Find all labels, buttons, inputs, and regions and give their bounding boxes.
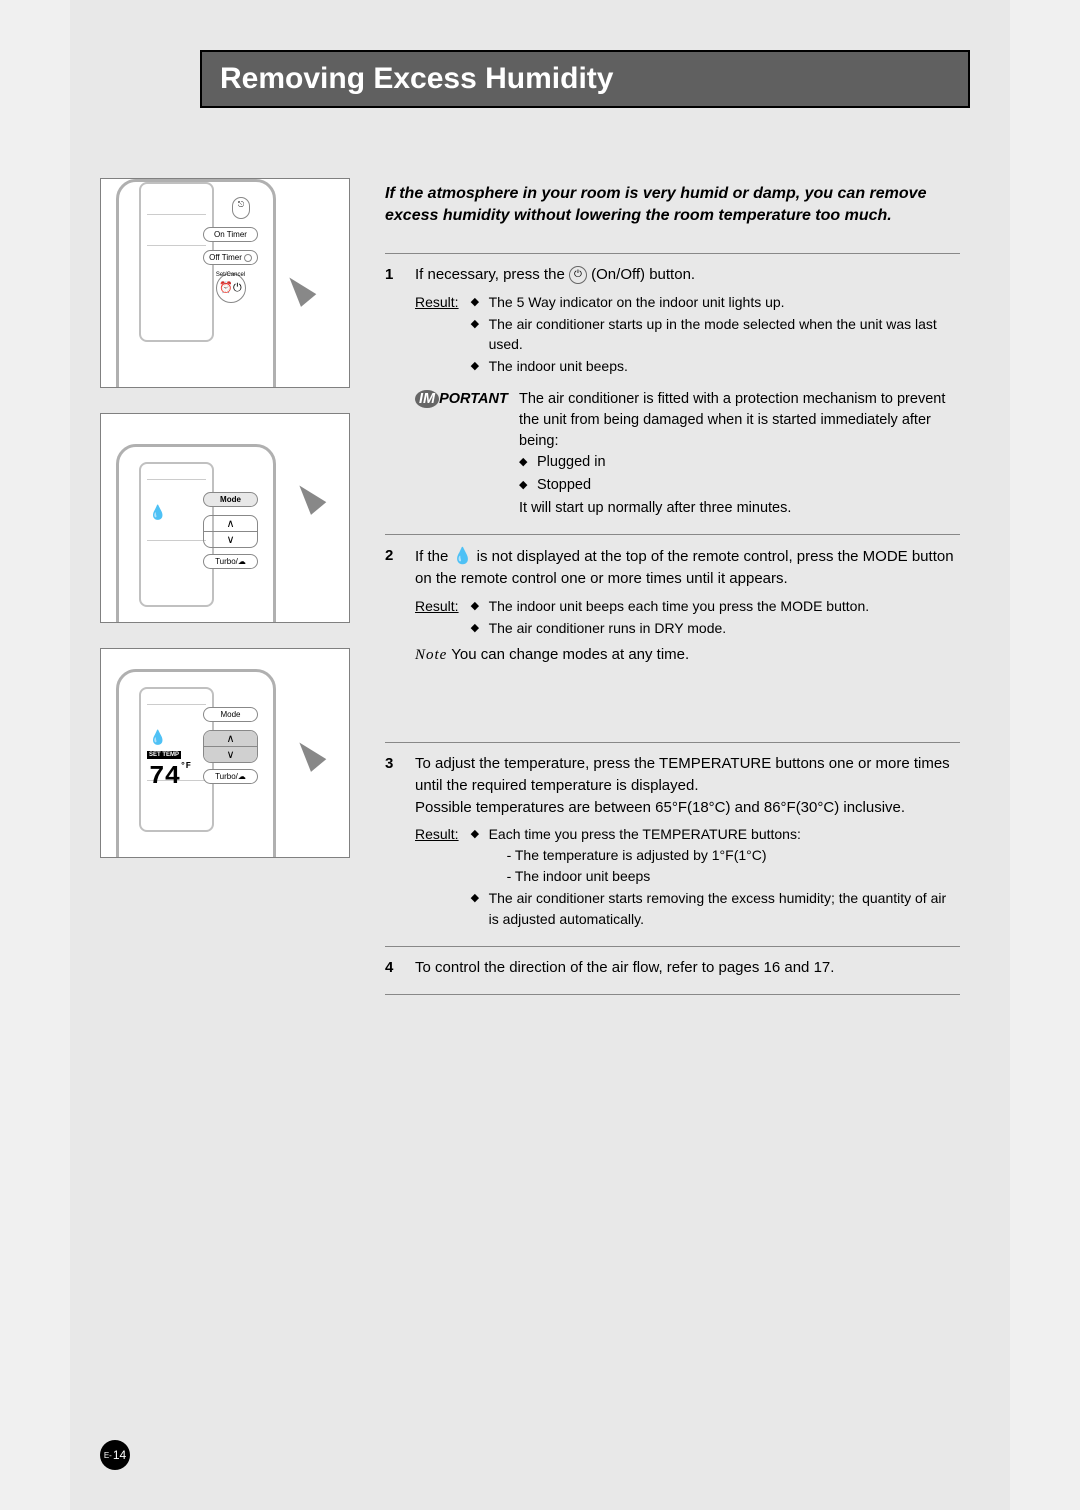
pointer-icon bbox=[292, 479, 327, 515]
sub-list: - The temperature is adjusted by 1°F(1°C… bbox=[489, 845, 960, 887]
blank-button: ⎋ bbox=[232, 197, 250, 219]
result-row: Result: The indoor unit beeps each time … bbox=[415, 596, 960, 641]
note-label: Note bbox=[415, 647, 447, 663]
step-number: 4 bbox=[385, 957, 400, 979]
intro-text: If the atmosphere in your room is very h… bbox=[385, 183, 960, 228]
list-item: Each time you press the TEMPERATURE butt… bbox=[471, 824, 960, 886]
list-item: Plugged in bbox=[519, 452, 960, 473]
turbo-button: Turbo/☁ bbox=[203, 769, 258, 784]
list-item: The air conditioner starts up in the mod… bbox=[471, 314, 960, 355]
step-number: 1 bbox=[385, 264, 400, 519]
list-item: Stopped bbox=[519, 475, 960, 496]
step-2: 2 If the 💧 is not displayed at the top o… bbox=[385, 534, 960, 682]
dry-icon-inline: 💧 bbox=[453, 548, 473, 565]
result-list: Each time you press the TEMPERATURE butt… bbox=[471, 824, 960, 930]
manual-page: Removing Excess Humidity ⎋ On Timer Off … bbox=[70, 0, 1010, 1510]
step-body: If necessary, press the ⏻ (On/Off) butto… bbox=[415, 264, 960, 519]
important-body: The air conditioner is fitted with a pro… bbox=[519, 389, 960, 519]
list-item: The indoor unit beeps. bbox=[471, 356, 960, 376]
result-label: Result: bbox=[415, 596, 459, 641]
temp-up-icon: ∧🌡 bbox=[204, 731, 257, 746]
list-item: The indoor unit beeps each time you pres… bbox=[471, 596, 960, 616]
step-text: To adjust the temperature, press the TEM… bbox=[415, 753, 960, 818]
remote-buttons: ⎋ On Timer Off Timer Set/Cancel ⏰⏻ bbox=[203, 197, 258, 309]
temp-down-icon: ∨ bbox=[204, 746, 257, 762]
important-list: Plugged in Stopped bbox=[519, 452, 960, 496]
step-body: To adjust the temperature, press the TEM… bbox=[415, 753, 960, 931]
step-text: If necessary, press the ⏻ (On/Off) butto… bbox=[415, 264, 960, 286]
power-icon: ⏻ bbox=[569, 266, 587, 284]
remote-diagram-2: 💧 Mode ∧🌡 ∨ Turbo/☁ bbox=[100, 413, 350, 623]
mode-button: Mode bbox=[203, 707, 258, 722]
temp-display: 74°F bbox=[149, 761, 191, 791]
remote-buttons: Mode ∧🌡 ∨ Turbo/☁ bbox=[203, 492, 258, 577]
page-title: Removing Excess Humidity bbox=[220, 62, 950, 96]
result-row: Result: Each time you press the TEMPERAT… bbox=[415, 824, 960, 930]
step-number: 3 bbox=[385, 753, 400, 931]
step-number: 2 bbox=[385, 545, 400, 667]
list-item: The air conditioner starts removing the … bbox=[471, 888, 960, 929]
page-number-badge: E-14 bbox=[100, 1440, 130, 1470]
list-item: The air conditioner runs in DRY mode. bbox=[471, 618, 960, 638]
pointer-icon bbox=[292, 736, 327, 772]
step-3: 3 To adjust the temperature, press the T… bbox=[385, 742, 960, 946]
remote-diagram-3: 💧 SET TEMP 74°F Mode ∧🌡 ∨ Turbo/☁ bbox=[100, 648, 350, 858]
on-timer-button: On Timer bbox=[203, 227, 258, 242]
off-timer-button: Off Timer bbox=[203, 250, 258, 265]
instructions-column: If the atmosphere in your room is very h… bbox=[385, 178, 960, 995]
remote-buttons: Mode ∧🌡 ∨ Turbo/☁ bbox=[203, 707, 258, 792]
result-label: Result: bbox=[415, 292, 459, 379]
result-list: The 5 Way indicator on the indoor unit l… bbox=[471, 292, 960, 379]
remote-diagram-1: ⎋ On Timer Off Timer Set/Cancel ⏰⏻ 5 Way bbox=[100, 178, 350, 388]
set-temp-label: SET TEMP bbox=[147, 751, 181, 759]
diagrams-column: ⎋ On Timer Off Timer Set/Cancel ⏰⏻ 5 Way bbox=[100, 178, 350, 995]
step-text: To control the direction of the air flow… bbox=[415, 957, 960, 979]
list-item: The 5 Way indicator on the indoor unit l… bbox=[471, 292, 960, 312]
temp-up-icon: ∧🌡 bbox=[204, 516, 257, 531]
result-list: The indoor unit beeps each time you pres… bbox=[471, 596, 960, 641]
note-row: Note You can change modes at any time. bbox=[415, 644, 960, 667]
important-row: IMPORTANT The air conditioner is fitted … bbox=[415, 389, 960, 519]
step-body: To control the direction of the air flow… bbox=[415, 957, 960, 979]
remote-body: 💧 SET TEMP 74°F Mode ∧🌡 ∨ Turbo/☁ bbox=[116, 669, 276, 858]
dry-mode-icon: 💧 bbox=[149, 504, 166, 521]
temp-arrows: ∧🌡 ∨ bbox=[203, 515, 258, 548]
step-4: 4 To control the direction of the air fl… bbox=[385, 946, 960, 995]
result-row: Result: The 5 Way indicator on the indoo… bbox=[415, 292, 960, 379]
temp-arrows: ∧🌡 ∨ bbox=[203, 730, 258, 763]
set-cancel-button: Set/Cancel ⏰⏻ bbox=[216, 273, 246, 303]
temp-down-icon: ∨ bbox=[204, 531, 257, 547]
mode-button: Mode bbox=[203, 492, 258, 507]
pointer-icon bbox=[282, 271, 317, 307]
dry-mode-icon: 💧 bbox=[149, 729, 166, 746]
important-label: IMPORTANT bbox=[415, 389, 507, 519]
result-label: Result: bbox=[415, 824, 459, 930]
step-text: If the 💧 is not displayed at the top of … bbox=[415, 545, 960, 590]
remote-body: 💧 Mode ∧🌡 ∨ Turbo/☁ bbox=[116, 444, 276, 623]
turbo-button: Turbo/☁ bbox=[203, 554, 258, 569]
content-wrap: ⎋ On Timer Off Timer Set/Cancel ⏰⏻ 5 Way bbox=[100, 178, 960, 995]
title-box: Removing Excess Humidity bbox=[200, 50, 970, 108]
step-1: 1 If necessary, press the ⏻ (On/Off) but… bbox=[385, 253, 960, 534]
remote-body: ⎋ On Timer Off Timer Set/Cancel ⏰⏻ 5 Way bbox=[116, 179, 276, 388]
step-body: If the 💧 is not displayed at the top of … bbox=[415, 545, 960, 667]
